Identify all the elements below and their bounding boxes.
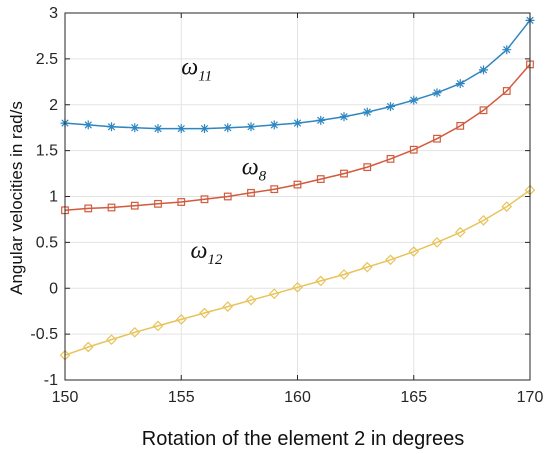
data-point-w11 xyxy=(223,123,233,133)
data-point-w8 xyxy=(433,134,441,143)
x-tick-label: 160 xyxy=(284,389,311,406)
data-point-w11 xyxy=(107,122,116,132)
data-point-w11 xyxy=(293,118,302,128)
y-tick-label: -0.5 xyxy=(30,326,58,343)
data-point-w11 xyxy=(83,120,93,130)
data-point-w12 xyxy=(431,237,443,248)
data-point-w12 xyxy=(478,215,489,226)
data-point-w11 xyxy=(176,124,186,134)
data-point-w8 xyxy=(270,185,279,194)
series-w12 xyxy=(59,184,536,361)
data-point-w12 xyxy=(315,275,327,287)
series-line-w8 xyxy=(64,63,531,212)
data-point-w8 xyxy=(316,175,325,183)
data-point-w12 xyxy=(175,314,187,325)
y-tick-label: 1 xyxy=(49,189,58,206)
data-point-w12 xyxy=(338,269,350,280)
data-point-w11 xyxy=(479,65,488,75)
data-point-w11 xyxy=(432,88,442,98)
y-tick-label: 0 xyxy=(49,280,58,297)
x-axis-label: Rotation of the element 2 in degrees xyxy=(142,428,464,450)
series-w11 xyxy=(60,15,535,134)
series-annotation-w8: ω8 xyxy=(242,154,267,184)
data-point-w11 xyxy=(409,95,419,105)
x-tick-label: 170 xyxy=(517,389,544,406)
data-point-w11 xyxy=(502,45,512,55)
data-point-w11 xyxy=(455,79,465,89)
data-point-w12 xyxy=(501,201,513,212)
data-point-w8 xyxy=(340,169,348,178)
data-point-w11 xyxy=(130,123,140,133)
data-point-w11 xyxy=(386,102,395,112)
data-point-w8 xyxy=(479,106,488,115)
data-point-w12 xyxy=(268,288,280,300)
y-tick-label: 0.5 xyxy=(36,234,58,251)
data-point-w12 xyxy=(106,334,117,345)
data-point-w8 xyxy=(130,201,139,210)
data-point-w12 xyxy=(361,261,373,273)
data-point-w11 xyxy=(316,115,326,125)
data-point-w12 xyxy=(222,301,234,312)
y-tick-label: 2 xyxy=(49,97,58,114)
data-point-w11 xyxy=(269,120,279,130)
y-tick-label: -1 xyxy=(44,372,58,389)
y-tick-label: 3 xyxy=(49,5,58,22)
y-axis-label: Angular velocities in rad/s xyxy=(7,101,26,295)
data-point-w12 xyxy=(82,341,94,353)
data-point-w12 xyxy=(385,254,396,266)
data-point-w8 xyxy=(502,87,511,95)
data-point-w12 xyxy=(454,226,466,238)
data-point-w12 xyxy=(129,326,141,338)
grid-lines xyxy=(64,12,531,381)
data-point-w12 xyxy=(292,281,303,293)
x-tick-label: 150 xyxy=(52,389,79,406)
data-point-w8 xyxy=(84,204,93,213)
data-point-w11 xyxy=(153,124,163,134)
x-tick-label: 165 xyxy=(400,389,427,406)
data-point-w8 xyxy=(177,198,186,206)
data-point-w12 xyxy=(152,320,164,332)
data-point-w8 xyxy=(200,195,209,204)
data-point-w11 xyxy=(200,124,209,134)
data-point-w11 xyxy=(362,107,372,117)
data-point-w8 xyxy=(154,199,162,208)
data-point-w8 xyxy=(107,203,116,212)
data-point-w8 xyxy=(223,192,232,201)
data-point-w8 xyxy=(363,163,372,172)
y-tick-label: 2.5 xyxy=(36,51,58,68)
data-point-w12 xyxy=(408,246,420,257)
data-point-w11 xyxy=(246,122,256,132)
data-point-w11 xyxy=(339,112,349,122)
data-point-w8 xyxy=(456,121,465,130)
data-point-w12 xyxy=(199,307,210,319)
series-annotation-w12: ω12 xyxy=(191,238,223,268)
data-point-w8 xyxy=(386,154,395,163)
data-point-w8 xyxy=(409,145,418,154)
axis-ticks: 150 155 160 165 170 -1 -0.5 0 0.5 1 1.5 2 2.5 3 xyxy=(30,5,543,406)
data-point-w8 xyxy=(293,180,302,189)
data-point-w12 xyxy=(245,294,257,306)
data-point-w8 xyxy=(247,188,255,197)
x-tick-label: 155 xyxy=(168,389,195,406)
y-tick-label: 1.5 xyxy=(36,143,58,160)
series-line-w12 xyxy=(64,189,531,356)
series-group xyxy=(59,15,536,361)
